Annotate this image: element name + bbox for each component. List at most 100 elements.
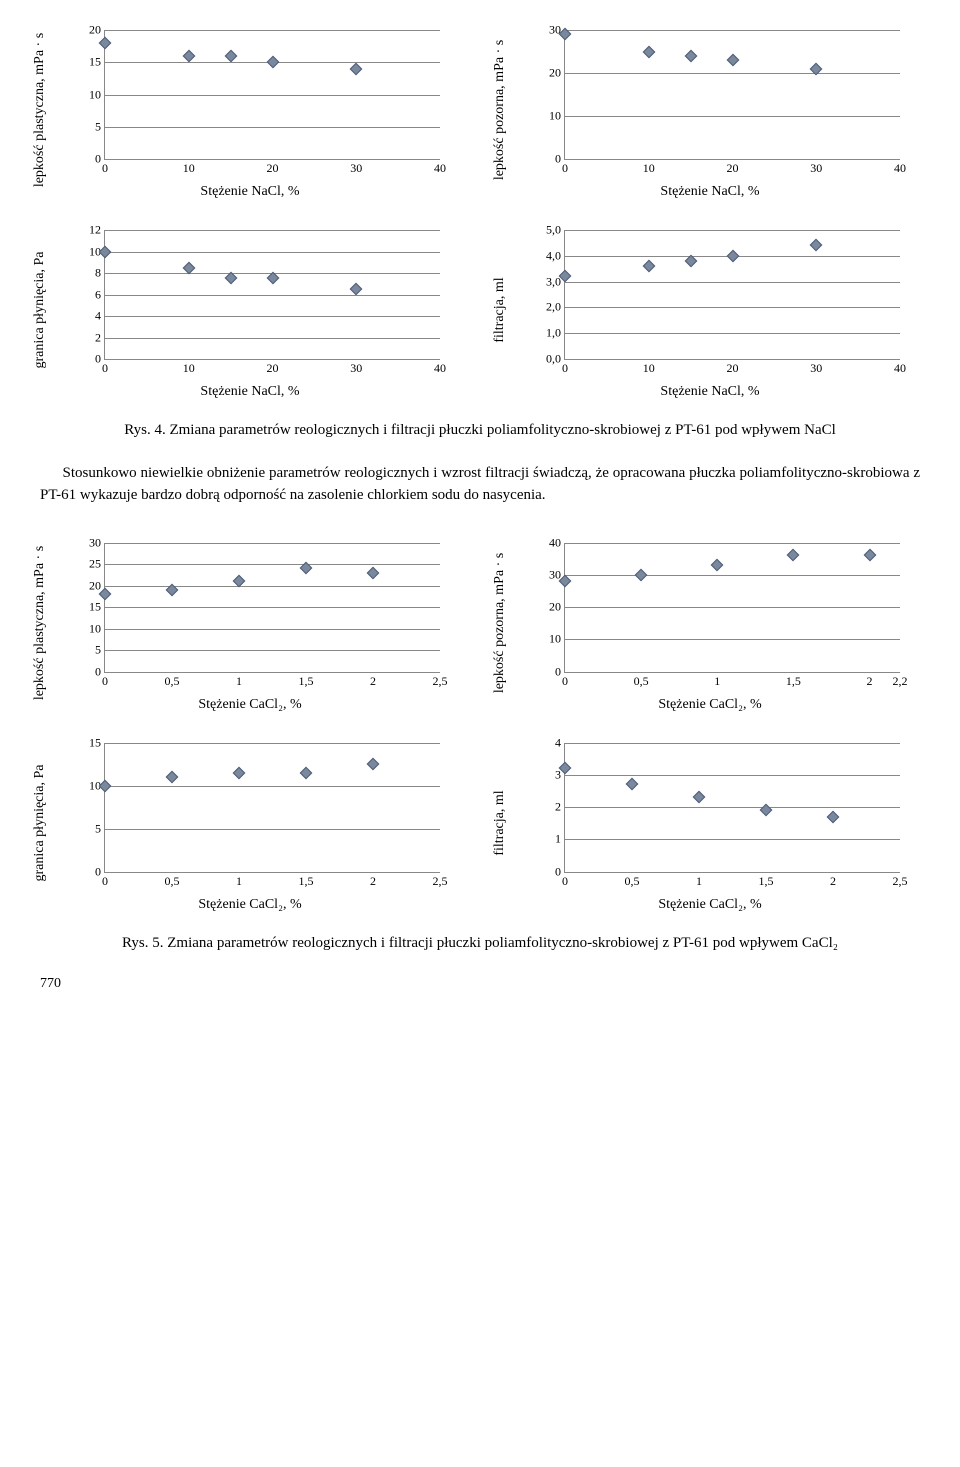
y-tick-label: 15 (89, 600, 105, 615)
y-tick-label: 1 (555, 832, 565, 847)
gridline (565, 307, 900, 308)
plot-area: 0,01,02,03,04,05,0010203040 (564, 230, 900, 360)
x-tick-label: 20 (727, 359, 739, 376)
chart-cacl2-filtracja: filtracja, ml0123400,511,522,5Stężenie C… (510, 733, 910, 913)
x-tick-label: 0 (562, 359, 568, 376)
x-tick-label: 2 (830, 872, 836, 889)
gridline (565, 839, 900, 840)
gridline (105, 564, 440, 565)
gridline (105, 316, 440, 317)
x-tick-label: 30 (810, 359, 822, 376)
data-marker (642, 45, 655, 58)
x-tick-label: 20 (267, 159, 279, 176)
gridline (565, 575, 900, 576)
data-marker (642, 260, 655, 273)
gridline (105, 230, 440, 231)
x-tick-label: 0 (102, 672, 108, 689)
chart-nacl-plastyczna: lepkość plastyczna, mPa · s0510152001020… (50, 20, 450, 200)
x-tick-label: 40 (434, 159, 446, 176)
chart-nacl-granica: granica płynięcia, Pa024681012010203040S… (50, 220, 450, 400)
gridline (565, 543, 900, 544)
y-tick-label: 10 (549, 632, 565, 647)
x-tick-label: 30 (810, 159, 822, 176)
y-tick-label: 8 (95, 266, 105, 281)
y-axis-label: lepkość pozorna, mPa · s (492, 552, 508, 692)
caption-ref: Rys. 4. (124, 422, 166, 438)
chart-cacl2-pozorna: lepkość pozorna, mPa · s01020304000,511,… (510, 533, 910, 713)
plot-area: 01020304000,511,522,2 (564, 543, 900, 673)
x-tick-label: 20 (727, 159, 739, 176)
x-tick-label: 2,5 (893, 872, 908, 889)
caption-text: Zmiana parametrów reologicznych i filtra… (166, 422, 836, 438)
data-marker (182, 49, 195, 62)
data-marker (266, 56, 279, 69)
x-tick-label: 1,5 (299, 672, 314, 689)
data-marker (787, 549, 800, 562)
data-marker (711, 559, 724, 572)
gridline (565, 73, 900, 74)
y-tick-label: 12 (89, 223, 105, 238)
data-marker (99, 37, 112, 50)
gridline (565, 333, 900, 334)
y-tick-label: 25 (89, 557, 105, 572)
gridline (105, 295, 440, 296)
gridline (565, 230, 900, 231)
data-marker (350, 62, 363, 75)
data-marker (626, 778, 639, 791)
gridline (105, 586, 440, 587)
gridline (565, 607, 900, 608)
y-tick-label: 15 (89, 735, 105, 750)
data-marker (224, 49, 237, 62)
x-tick-label: 2 (370, 672, 376, 689)
x-tick-label: 20 (267, 359, 279, 376)
cacl2-row-2: granica płynięcia, Pa05101500,511,522,5S… (40, 733, 920, 913)
y-tick-label: 1,0 (546, 326, 565, 341)
x-tick-label: 2 (370, 872, 376, 889)
y-tick-label: 30 (89, 535, 105, 550)
y-tick-label: 10 (89, 621, 105, 636)
data-marker (635, 568, 648, 581)
x-tick-label: 10 (643, 359, 655, 376)
x-tick-label: 1,5 (759, 872, 774, 889)
plot-area: 05101520010203040 (104, 30, 440, 160)
data-marker (863, 549, 876, 562)
x-axis-label: Stężenie CaCl₂, % (198, 697, 301, 713)
y-tick-label: 2,0 (546, 300, 565, 315)
gridline (105, 607, 440, 608)
y-tick-label: 20 (549, 66, 565, 81)
gridline (565, 743, 900, 744)
x-tick-label: 30 (350, 359, 362, 376)
chart-cacl2-granica: granica płynięcia, Pa05101500,511,522,5S… (50, 733, 450, 913)
chart-cacl2-plastyczna: lepkość plastyczna, mPa · s0510152025300… (50, 533, 450, 713)
y-tick-label: 5,0 (546, 223, 565, 238)
y-axis-label: lepkość plastyczna, mPa · s (32, 545, 48, 699)
x-tick-label: 40 (894, 159, 906, 176)
cacl2-row-1: lepkość plastyczna, mPa · s0510152025300… (40, 533, 920, 713)
data-marker (760, 804, 773, 817)
nacl-row-1: lepkość plastyczna, mPa · s0510152001020… (40, 20, 920, 200)
gridline (105, 829, 440, 830)
gridline (565, 116, 900, 117)
y-tick-label: 10 (89, 87, 105, 102)
y-axis-label: lepkość pozorna, mPa · s (492, 40, 508, 180)
x-tick-label: 0,5 (625, 872, 640, 889)
x-axis-label: Stężenie NaCl, % (200, 184, 299, 200)
y-axis-label: granica płynięcia, Pa (32, 251, 48, 368)
x-axis-label: Stężenie NaCl, % (660, 384, 759, 400)
y-tick-label: 4,0 (546, 248, 565, 263)
page-number: 770 (40, 976, 920, 992)
y-tick-label: 4 (95, 309, 105, 324)
gridline (105, 543, 440, 544)
data-marker (827, 810, 840, 823)
y-axis-label: filtracja, ml (492, 277, 508, 342)
x-tick-label: 1,5 (299, 872, 314, 889)
x-tick-label: 10 (643, 159, 655, 176)
x-axis-label: Stężenie CaCl₂, % (198, 897, 301, 913)
gridline (105, 786, 440, 787)
nacl-row-2: granica płynięcia, Pa024681012010203040S… (40, 220, 920, 400)
y-axis-label: filtracja, ml (492, 790, 508, 855)
y-tick-label: 20 (89, 23, 105, 38)
x-tick-label: 0 (562, 159, 568, 176)
body-paragraph: Stosunkowo niewielkie obniżenie parametr… (40, 463, 920, 507)
gridline (105, 743, 440, 744)
